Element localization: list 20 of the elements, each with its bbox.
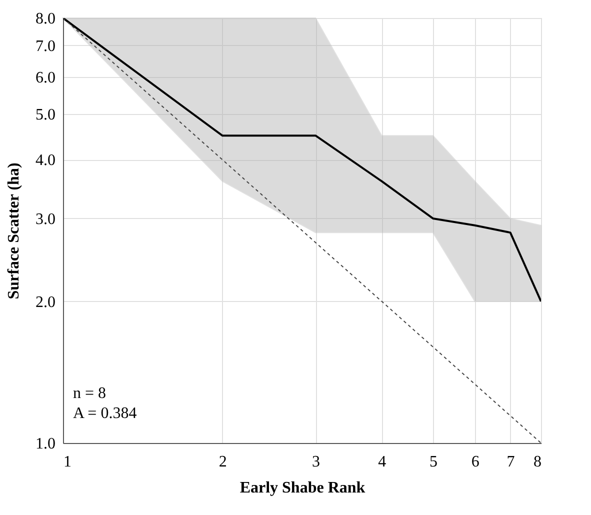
y-tick-label: 2.0 [36, 294, 56, 311]
x-tick-label: 2 [218, 454, 227, 470]
annotation: n = 8 [73, 385, 106, 402]
x-tick-label: 1 [64, 454, 72, 470]
x-tick-label: 5 [429, 454, 438, 470]
y-axis-title: Surface Scatter (ha) [6, 162, 22, 300]
y-tick-label: 1.0 [36, 436, 56, 452]
x-tick-label: 4 [378, 454, 386, 470]
x-axis-title: Early Shabe Rank [240, 480, 366, 496]
x-tick-label: 8 [534, 454, 542, 470]
y-tick-label: 3.0 [36, 210, 56, 228]
x-tick-label: 6 [471, 454, 480, 470]
y-tick-label: 7.0 [36, 38, 56, 55]
y-tick-label: 5.0 [36, 106, 56, 124]
x-tick-label: 3 [312, 454, 320, 470]
y-tick-label: 6.0 [36, 69, 56, 86]
x-tick-label: 7 [506, 454, 515, 470]
annotation: A = 0.384 [73, 405, 137, 422]
y-tick-label: 4.0 [36, 152, 56, 170]
y-tick-label: 8.0 [36, 10, 56, 28]
